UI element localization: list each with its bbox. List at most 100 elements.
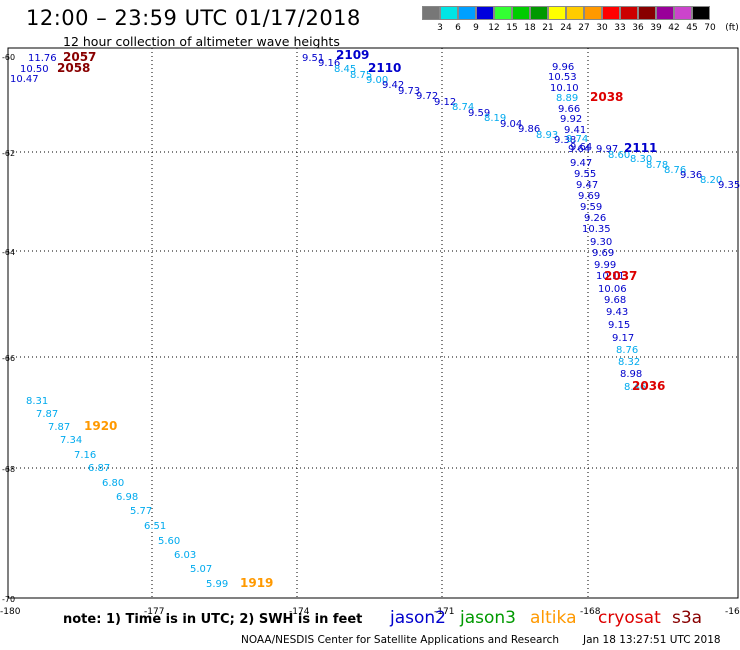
lat-tick-label: -62 — [2, 149, 15, 158]
legend-tick: 33 — [614, 23, 626, 33]
lon-tick-label: -174 — [289, 607, 310, 617]
legend-tick: 45 — [686, 23, 698, 33]
legend-swatch — [602, 6, 620, 20]
swh-value-label: 9.30 — [590, 237, 612, 248]
legend-tick: 3 — [437, 23, 443, 33]
swh-value-label: 9.55 — [574, 169, 596, 180]
swh-value-label: 9.92 — [560, 114, 582, 125]
page-title: 12:00 – 23:59 UTC 01/17/2018 — [26, 6, 361, 30]
pass-number-label: 2036 — [632, 379, 665, 393]
legend-swatch — [458, 6, 476, 20]
pass-number-label: 1919 — [240, 576, 273, 590]
swh-value-label: 9.42 — [382, 80, 404, 91]
lat-tick-label: -68 — [2, 465, 15, 474]
swh-value-label: 8.31 — [26, 396, 48, 407]
legend-swatch — [494, 6, 512, 20]
swh-value-label: 9.00 — [366, 75, 388, 86]
map-frame — [7, 47, 739, 599]
legend-tick: (ft) — [725, 23, 739, 33]
legend-tick-labels: 3 6 9 12 15 18 21 24 27 30 33 36 39 42 45 70 (ft) — [422, 23, 740, 35]
swh-value-label: 8.19 — [484, 113, 506, 124]
swh-value-label: 11.76 — [28, 53, 57, 64]
swh-value-label: 8.76 — [616, 345, 638, 356]
swh-value-label: 9.35 — [718, 180, 740, 191]
swh-value-label: 9.36 — [680, 170, 702, 181]
footer-credit: NOAA/NESDIS Center for Satellite Applica… — [241, 634, 559, 646]
swh-value-label: 6.80 — [102, 478, 124, 489]
legend-swatch — [656, 6, 674, 20]
swh-value-label: 9.51 — [302, 53, 324, 64]
swh-value-label: 9.12 — [434, 97, 456, 108]
swh-value-label: 9.66 — [558, 104, 580, 115]
lon-tick-label: -168 — [580, 607, 601, 617]
lat-tick-label: -64 — [2, 248, 15, 257]
pass-number-label: 2111 — [624, 141, 657, 155]
swh-value-label: 8.76 — [664, 165, 686, 176]
color-legend — [422, 6, 710, 22]
legend-swatch — [638, 6, 656, 20]
satellite-name-altika: altika — [530, 608, 577, 628]
swh-value-label: 8.93 — [536, 130, 558, 141]
swh-value-label: 9.74 — [566, 134, 588, 145]
swh-value-label: 8.78 — [646, 160, 668, 171]
note-text: note: 1) Time is in UTC; 2) SWH is in fe… — [63, 612, 363, 627]
legend-swatch — [440, 6, 458, 20]
legend-swatch — [620, 6, 638, 20]
legend-tick: 6 — [455, 23, 461, 33]
swh-value-label: 8.60 — [608, 150, 630, 161]
swh-value-label: 9.15 — [608, 320, 630, 331]
pass-number-label: 2109 — [336, 48, 369, 62]
swh-value-label: 9.73 — [398, 86, 420, 97]
legend-swatch — [422, 6, 440, 20]
swh-value-label: 10.11 — [596, 271, 625, 282]
swh-value-label: 7.34 — [60, 435, 82, 446]
legend-tick: 9 — [473, 23, 479, 33]
pass-number-label: 2057 — [63, 50, 96, 64]
page-subtitle: 12 hour collection of altimeter wave hei… — [63, 34, 340, 49]
legend-swatch — [692, 6, 710, 20]
legend-swatch — [530, 6, 548, 20]
swh-value-label: 8.30 — [630, 154, 652, 165]
lon-tick-label: -180 — [0, 607, 21, 617]
swh-value-label: 10.53 — [548, 72, 577, 83]
swh-value-label: 6.98 — [116, 492, 138, 503]
swh-value-label: 5.99 — [206, 579, 228, 590]
swh-value-label: 8.45 — [334, 64, 356, 75]
swh-value-label: 7.16 — [74, 450, 96, 461]
swh-value-label: 9.17 — [612, 333, 634, 344]
pass-number-label: 2110 — [368, 61, 401, 75]
swh-value-label: 10.50 — [20, 64, 49, 75]
legend-tick: 27 — [578, 23, 590, 33]
lon-tick-label: -177 — [144, 607, 164, 617]
satellite-name-s3a: s3a — [672, 608, 703, 628]
swh-value-label: 9.59 — [468, 108, 490, 119]
pass-number-label: 1920 — [84, 419, 117, 433]
legend-tick: 70 — [704, 23, 716, 33]
swh-value-label: 9.96 — [552, 62, 574, 73]
swh-value-label: 10.10 — [550, 83, 579, 94]
lat-tick-label: -66 — [2, 354, 15, 363]
legend-tick: 30 — [596, 23, 608, 33]
swh-value-label: 8.20 — [700, 175, 722, 186]
swh-value-label: 9.99 — [594, 260, 616, 271]
swh-value-label: 9.38 — [554, 135, 576, 146]
swh-value-label: 9.72 — [416, 91, 438, 102]
swh-value-label: 8.75 — [350, 70, 372, 81]
swh-value-label: 9.47 — [576, 180, 598, 191]
swh-value-label: 6.03 — [174, 550, 196, 561]
swh-value-label: 9.86 — [518, 124, 540, 135]
swh-value-label: 6.87 — [88, 463, 110, 474]
lon-tick-label: -16 — [725, 607, 740, 617]
swh-value-label: 9.68 — [604, 295, 626, 306]
legend-tick: 12 — [488, 23, 500, 33]
swh-value-label: 5.77 — [130, 506, 152, 517]
swh-value-label: 6.51 — [144, 521, 166, 532]
swh-value-label: 7.87 — [36, 409, 58, 420]
swh-value-label: 8.98 — [620, 369, 642, 380]
swh-value-label: 8.74 — [452, 102, 474, 113]
swh-value-label: 8.32 — [618, 357, 640, 368]
legend-tick: 15 — [506, 23, 518, 33]
legend-tick: 42 — [668, 23, 680, 33]
swh-value-label: 9.69 — [578, 191, 600, 202]
